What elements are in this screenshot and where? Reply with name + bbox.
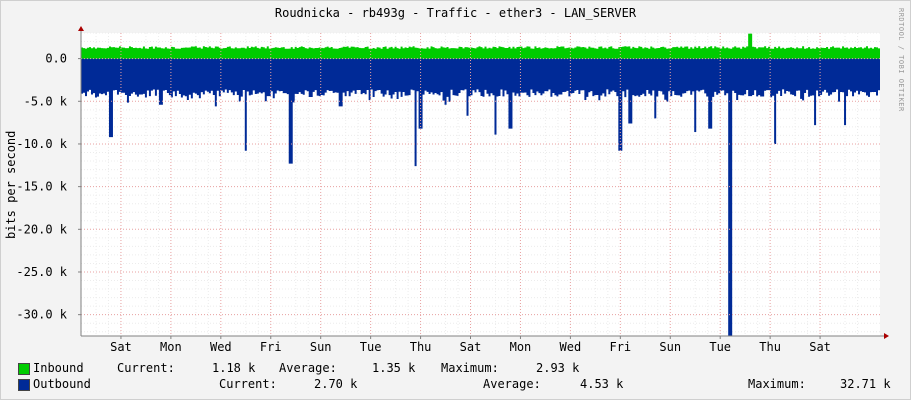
y-tick-label: -10.0 k xyxy=(16,137,67,151)
legend-outbound-name: Outbound xyxy=(33,377,91,391)
y-tick-label: -5.0 k xyxy=(24,94,68,108)
y-tick-label: 0.0 xyxy=(45,52,67,66)
x-tick-label: Wed xyxy=(560,340,582,354)
y-tick-label: -30.0 k xyxy=(16,308,67,322)
legend-outbound-current-value: 2.70 k xyxy=(314,377,358,391)
inbound-swatch xyxy=(18,363,30,375)
x-tick-label: Sun xyxy=(310,340,332,354)
x-tick-label: Thu xyxy=(759,340,781,354)
y-tick-label: -20.0 k xyxy=(16,222,67,236)
legend-inbound-name: Inbound xyxy=(33,361,84,375)
legend-inbound-maximum-value: 2.93 k xyxy=(536,361,580,375)
legend-inbound-average-label: Average: xyxy=(279,361,337,375)
x-tick-label: Mon xyxy=(510,340,532,354)
x-axis-arrow xyxy=(884,333,889,339)
y-axis-arrow xyxy=(78,26,84,31)
x-tick-label: Sat xyxy=(460,340,482,354)
legend-outbound-average-value: 4.53 k xyxy=(580,377,624,391)
legend-inbound-maximum-label: Maximum: xyxy=(441,361,499,375)
x-tick-label: Sat xyxy=(809,340,831,354)
legend-outbound-maximum-label: Maximum: xyxy=(748,377,806,391)
legend-outbound-maximum-value: 32.71 k xyxy=(840,377,891,391)
x-tick-label: Fri xyxy=(260,340,282,354)
rrdtool-watermark: RRDTOOL / TOBI OETIKER xyxy=(897,8,905,112)
x-tick-label: Sun xyxy=(659,340,681,354)
legend-inbound-current-value: 1.18 k xyxy=(212,361,256,375)
legend-inbound-average-value: 1.35 k xyxy=(372,361,416,375)
chart-title: Roudnicka - rb493g - Traffic - ether3 - … xyxy=(274,6,637,20)
x-tick-label: Wed xyxy=(210,340,232,354)
x-tick-label: Tue xyxy=(709,340,731,354)
x-tick-label: Thu xyxy=(410,340,432,354)
y-tick-label: -15.0 k xyxy=(16,180,67,194)
legend-outbound-average-label: Average: xyxy=(483,377,541,391)
legend-outbound-current-label: Current: xyxy=(219,377,277,391)
outbound-area xyxy=(81,58,880,337)
y-tick-label: -25.0 k xyxy=(16,265,67,279)
x-tick-label: Sat xyxy=(110,340,132,354)
legend-inbound-current-label: Current: xyxy=(117,361,175,375)
outbound-swatch xyxy=(18,379,30,391)
x-tick-label: Fri xyxy=(609,340,631,354)
x-tick-label: Mon xyxy=(160,340,182,354)
x-tick-label: Tue xyxy=(360,340,382,354)
inbound-area xyxy=(81,33,880,59)
